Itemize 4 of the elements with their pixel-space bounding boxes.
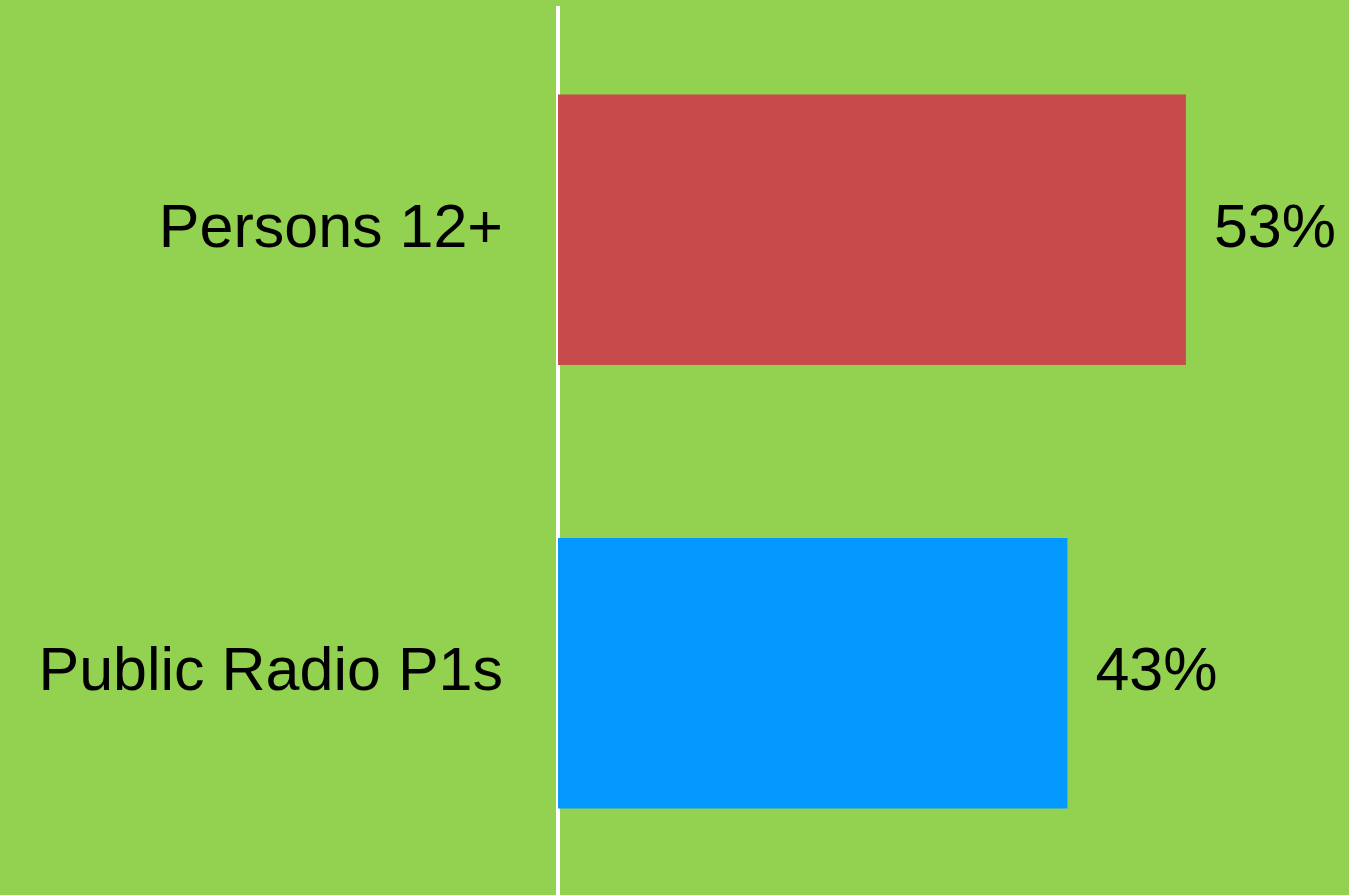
data-label: 53% — [1213, 191, 1336, 260]
y-tick-label: Public Radio P1s — [38, 635, 503, 704]
data-label: 43% — [1095, 635, 1218, 704]
y-tick-label: Persons 12+ — [158, 191, 503, 260]
